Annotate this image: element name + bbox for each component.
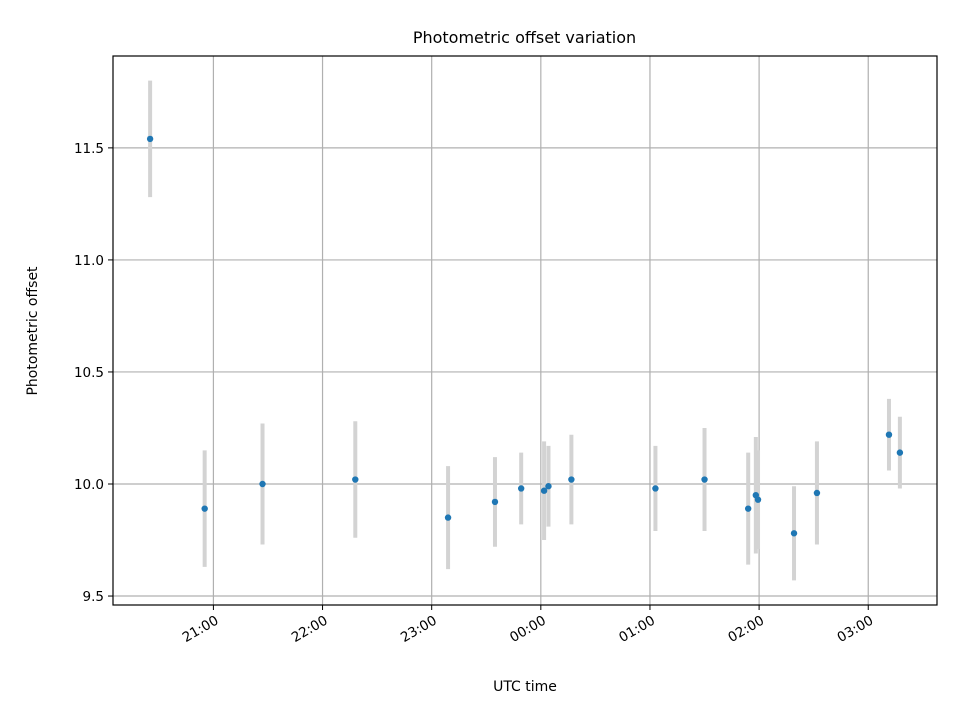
y-tick-label: 11.0 — [74, 253, 104, 269]
data-point — [352, 476, 359, 483]
data-point — [444, 514, 452, 521]
data-point — [885, 431, 893, 438]
data-point — [201, 505, 208, 512]
data-point — [813, 489, 821, 497]
y-tick-label: 11.5 — [74, 141, 104, 157]
data-points — [146, 135, 904, 537]
data-point — [701, 476, 708, 483]
data-point — [744, 505, 752, 512]
y-tick-label: 10.5 — [74, 365, 104, 381]
data-point — [146, 135, 154, 143]
y-axis-ticks: 9.5 10.0 10.5 11.0 11.5 — [74, 141, 113, 605]
data-point — [259, 480, 266, 488]
data-point — [540, 487, 548, 494]
plot-frame — [112, 55, 938, 606]
grid-lines — [113, 56, 937, 605]
data-point — [754, 496, 762, 503]
y-tick-label: 9.5 — [83, 589, 104, 605]
data-point — [517, 485, 525, 492]
data-point — [790, 530, 798, 537]
x-axis-label: UTC time — [493, 679, 557, 695]
data-point — [491, 498, 499, 506]
y-axis-label: Photometric offset — [25, 266, 41, 396]
y-tick-label: 10.0 — [74, 477, 104, 493]
data-point — [568, 476, 575, 483]
data-point — [545, 483, 552, 490]
data-point — [896, 449, 904, 456]
data-point — [652, 485, 659, 492]
chart-title: Photometric offset variation — [413, 28, 636, 47]
